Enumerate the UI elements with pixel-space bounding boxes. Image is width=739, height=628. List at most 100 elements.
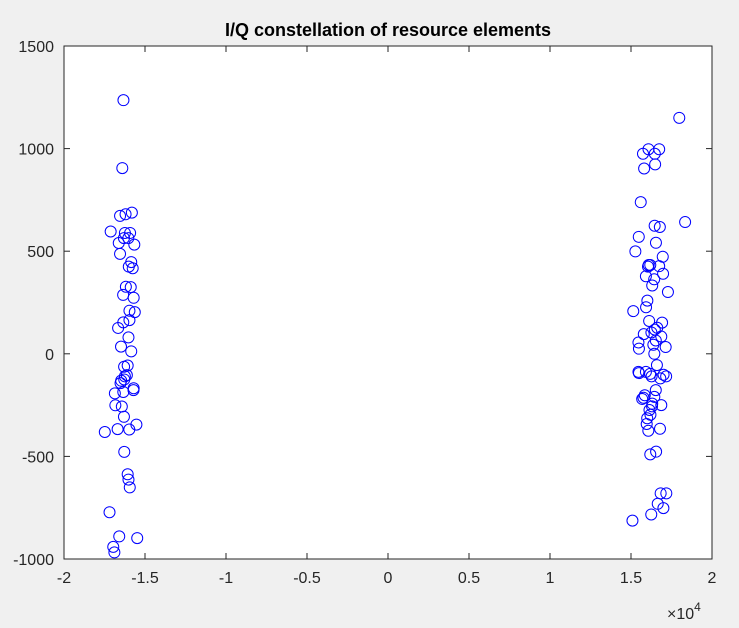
data-point-0-5 [104, 225, 117, 238]
data-point-0-0 [117, 94, 130, 107]
data-point-0-67 [649, 236, 662, 249]
data-point-0-117 [642, 424, 655, 437]
data-point-0-92 [659, 341, 672, 354]
data-point-0-52 [131, 532, 144, 545]
x-tick-label-6: 1 [546, 570, 555, 587]
axis-tick-labels: -2 -1.5 -1 -0.5 0 0.5 1 1.5 2 -1000 -500 0 500 1000 15… [13, 39, 716, 587]
data-point-0-12 [114, 247, 127, 260]
data-point-0-68 [629, 245, 642, 258]
data-point-0-116 [654, 422, 666, 435]
x-tick-label-7: 1.5 [620, 570, 642, 587]
data-point-0-65 [653, 220, 666, 233]
data-point-0-94 [648, 347, 661, 360]
data-point-0-103 [654, 372, 667, 385]
y-tick-label-4: 1000 [18, 142, 54, 159]
data-point-0-54 [108, 546, 121, 559]
x-tick-label-1: -1.5 [131, 570, 159, 587]
data-point-0-22 [123, 314, 136, 327]
data-point-0-40 [109, 399, 122, 412]
data-point-0-11 [128, 238, 141, 251]
data-point-0-53 [107, 540, 120, 553]
y-tick-label-1: -500 [22, 449, 54, 466]
data-point-0-55 [673, 111, 686, 124]
data-point-0-38 [108, 387, 121, 400]
data-point-0-82 [643, 314, 656, 327]
data-point-0-44 [123, 423, 136, 436]
data-point-0-87 [637, 328, 650, 341]
data-point-0-15 [126, 262, 139, 275]
data-point-0-115 [640, 417, 653, 430]
data-point-0-112 [643, 404, 656, 417]
chart-title: I/Q constellation of resource elements [225, 20, 551, 40]
data-point-0-104 [649, 384, 662, 397]
data-point-0-90 [632, 336, 645, 349]
data-point-0-95 [650, 359, 663, 372]
x-exponent-label: ×104 [667, 600, 701, 623]
data-point-0-29 [118, 360, 131, 373]
data-point-0-1 [116, 162, 129, 175]
data-point-0-37 [117, 385, 130, 398]
data-point-0-64 [648, 219, 661, 232]
x-tick-label-3: -0.5 [293, 570, 321, 587]
data-point-0-75 [648, 273, 661, 286]
data-point-0-121 [660, 487, 673, 500]
data-point-0-45 [98, 425, 111, 438]
data-point-0-61 [638, 162, 651, 175]
data-point-0-25 [122, 331, 135, 344]
data-point-0-99 [644, 367, 657, 380]
data-point-0-124 [645, 508, 658, 521]
data-point-0-100 [657, 368, 670, 381]
data-point-0-19 [127, 291, 140, 304]
data-point-0-93 [632, 342, 645, 355]
y-tick-label-5: 1500 [18, 39, 54, 56]
data-point-0-118 [650, 445, 663, 458]
data-point-0-107 [637, 391, 650, 404]
data-point-0-111 [655, 399, 668, 412]
data-point-0-76 [657, 267, 670, 280]
y-tick-label-3: 500 [27, 244, 54, 261]
data-point-0-81 [627, 305, 640, 318]
data-point-0-91 [647, 338, 660, 351]
scatter-markers [98, 94, 692, 559]
data-point-0-125 [626, 514, 639, 527]
data-point-0-62 [679, 216, 692, 229]
x-tick-label-4: 0 [384, 570, 393, 587]
data-point-0-119 [644, 448, 657, 461]
data-point-0-108 [636, 392, 649, 405]
data-point-0-50 [103, 506, 116, 519]
data-point-0-58 [636, 147, 649, 160]
data-point-0-102 [660, 370, 673, 383]
data-point-0-34 [114, 377, 127, 390]
data-point-0-123 [657, 502, 670, 515]
data-point-0-79 [641, 294, 654, 307]
data-point-0-74 [639, 270, 652, 283]
data-point-0-4 [114, 209, 127, 222]
x-tick-label-0: -2 [57, 570, 71, 587]
data-point-0-20 [123, 304, 136, 317]
data-point-0-27 [125, 345, 138, 358]
plot-area [64, 46, 712, 559]
axes-box [63, 45, 713, 560]
x-exponent-base: ×10 [667, 606, 694, 623]
x-exponent-power: 4 [694, 600, 701, 614]
x-tick-label-2: -1 [219, 570, 233, 587]
data-point-0-9 [122, 232, 135, 245]
data-point-0-43 [111, 423, 124, 436]
data-point-0-77 [646, 279, 659, 292]
x-tick-label-8: 2 [708, 570, 717, 587]
data-point-0-46 [118, 445, 131, 458]
data-point-0-2 [125, 206, 138, 219]
data-point-0-63 [634, 196, 647, 209]
data-point-0-3 [119, 208, 132, 221]
x-tick-label-5: 0.5 [458, 570, 480, 587]
data-point-0-114 [641, 412, 654, 425]
data-point-0-110 [646, 400, 659, 413]
data-point-0-80 [640, 301, 653, 314]
data-point-0-66 [632, 230, 645, 243]
data-point-0-78 [661, 286, 674, 299]
data-point-0-41 [117, 410, 130, 423]
data-point-0-71 [644, 258, 657, 271]
data-point-0-26 [115, 340, 128, 353]
data-point-0-51 [113, 530, 126, 543]
